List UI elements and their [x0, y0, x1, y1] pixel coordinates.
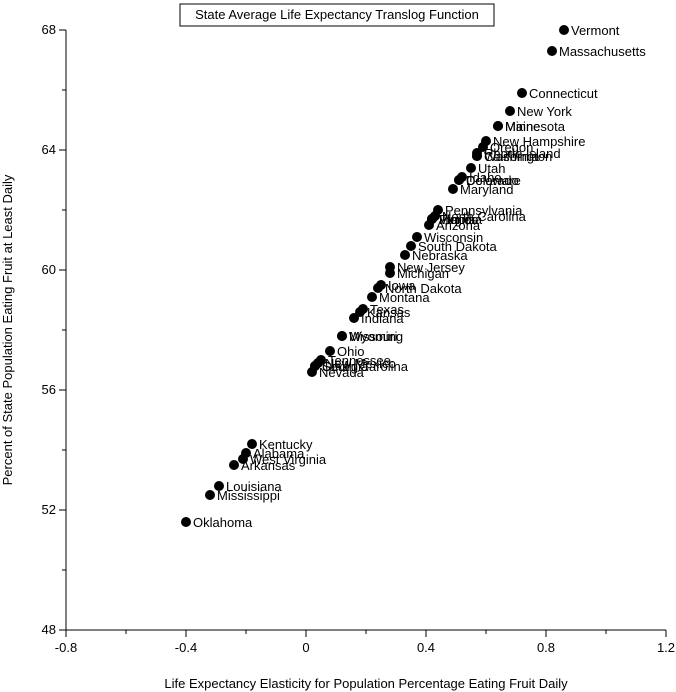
- data-point: [373, 283, 383, 293]
- point-label: Maryland: [460, 182, 513, 197]
- point-label: Kansas: [367, 305, 411, 320]
- point-label: Kentucky: [259, 437, 313, 452]
- point-label: New York: [517, 104, 572, 119]
- point-label: Vermont: [571, 23, 620, 38]
- data-point: [406, 241, 416, 251]
- y-tick-label: 64: [42, 142, 56, 157]
- point-label: Minnesota: [505, 119, 566, 134]
- point-label: Wyoming: [349, 329, 403, 344]
- point-label: California: [484, 149, 540, 164]
- data-point: [181, 517, 191, 527]
- point-label: Oklahoma: [193, 515, 253, 530]
- data-point: [466, 163, 476, 173]
- point-label: Utah: [478, 161, 505, 176]
- point-label: Washington: [484, 149, 552, 164]
- data-point: [247, 439, 257, 449]
- chart-title-box: State Average Life Expectancy Translog F…: [179, 3, 495, 27]
- point-label: Rhode Island: [484, 146, 561, 161]
- data-point: [472, 151, 482, 161]
- x-tick-label: 0: [302, 640, 309, 655]
- y-tick-label: 48: [42, 622, 56, 637]
- point-label: Iowa: [388, 278, 416, 293]
- data-point: [337, 331, 347, 341]
- data-point: [325, 346, 335, 356]
- point-label: Maine: [505, 119, 540, 134]
- point-label: Delaware: [466, 173, 521, 188]
- data-point: [214, 481, 224, 491]
- data-point: [229, 460, 239, 470]
- data-point: [349, 313, 359, 323]
- point-label: Nevada: [319, 365, 365, 380]
- point-label: South Carolina: [322, 359, 409, 374]
- data-point: [238, 454, 248, 464]
- point-label: Oregon: [490, 140, 533, 155]
- x-tick-label: 1.2: [657, 640, 675, 655]
- point-label: Texas: [370, 302, 404, 317]
- y-axis-ticks: 48 52 56 60 64 68: [42, 22, 66, 637]
- point-label: Missouri: [349, 329, 398, 344]
- point-label: Massachusetts: [559, 44, 646, 59]
- chart-title: State Average Life Expectancy Translog F…: [195, 7, 479, 22]
- point-label: Colorado: [466, 173, 519, 188]
- x-tick-label: 0.8: [537, 640, 555, 655]
- data-point: [205, 490, 215, 500]
- point-label: Pennsylvania: [445, 203, 523, 218]
- data-point: [367, 292, 377, 302]
- y-tick-label: 60: [42, 262, 56, 277]
- point-label: New Mexico: [325, 356, 396, 371]
- point-label: Tennessee: [328, 353, 391, 368]
- point-label: Indiana: [361, 311, 404, 326]
- point-label: Montana: [379, 290, 430, 305]
- data-point: [307, 367, 317, 377]
- data-point: [400, 250, 410, 260]
- point-label: Florida: [439, 212, 480, 227]
- point-label: Virginia: [439, 212, 483, 227]
- data-point: [505, 106, 515, 116]
- y-axis-title: Percent of State Population Eating Fruit…: [0, 174, 15, 485]
- point-label: South Dakota: [418, 239, 498, 254]
- point-label: West Virginia: [250, 452, 327, 467]
- point-label: Louisiana: [226, 479, 282, 494]
- point-label: Connecticut: [529, 86, 598, 101]
- data-point: [412, 232, 422, 242]
- data-point: [559, 25, 569, 35]
- x-tick-label: -0.4: [175, 640, 197, 655]
- point-label: New Jersey: [397, 260, 465, 275]
- y-tick-label: 52: [42, 502, 56, 517]
- point-label: Illinois: [439, 212, 476, 227]
- chart-title-frame: [179, 3, 495, 27]
- point-label: Arkansas: [241, 458, 296, 473]
- point-label: Georgia: [322, 359, 369, 374]
- data-point: [385, 268, 395, 278]
- data-point: [424, 220, 434, 230]
- x-tick-label: -0.8: [55, 640, 77, 655]
- y-tick-label: 56: [42, 382, 56, 397]
- point-label: Arizona: [436, 218, 481, 233]
- data-point: [493, 121, 503, 131]
- point-label: Idaho: [469, 170, 502, 185]
- point-label: North Carolina: [442, 209, 527, 224]
- data-points: [181, 25, 569, 527]
- point-label: Nebraska: [412, 248, 468, 263]
- x-tick-label: 0.4: [417, 640, 435, 655]
- point-label: Michigan: [397, 266, 449, 281]
- point-label: Wisconsin: [424, 230, 483, 245]
- point-label: North Dakota: [385, 281, 462, 296]
- x-axis-title: Life Expectancy Elasticity for Populatio…: [164, 676, 568, 691]
- data-point: [448, 184, 458, 194]
- x-axis-ticks: -0.8 -0.4 0 0.4 0.8 1.2: [55, 630, 675, 655]
- point-label: New Hampshire: [493, 134, 585, 149]
- point-label: Ohio: [337, 344, 364, 359]
- point-label: Alabama: [253, 446, 305, 461]
- point-label: Mississippi: [217, 488, 280, 503]
- data-point: [454, 175, 464, 185]
- y-tick-label: 68: [42, 22, 56, 37]
- data-point: [547, 46, 557, 56]
- data-point: [517, 88, 527, 98]
